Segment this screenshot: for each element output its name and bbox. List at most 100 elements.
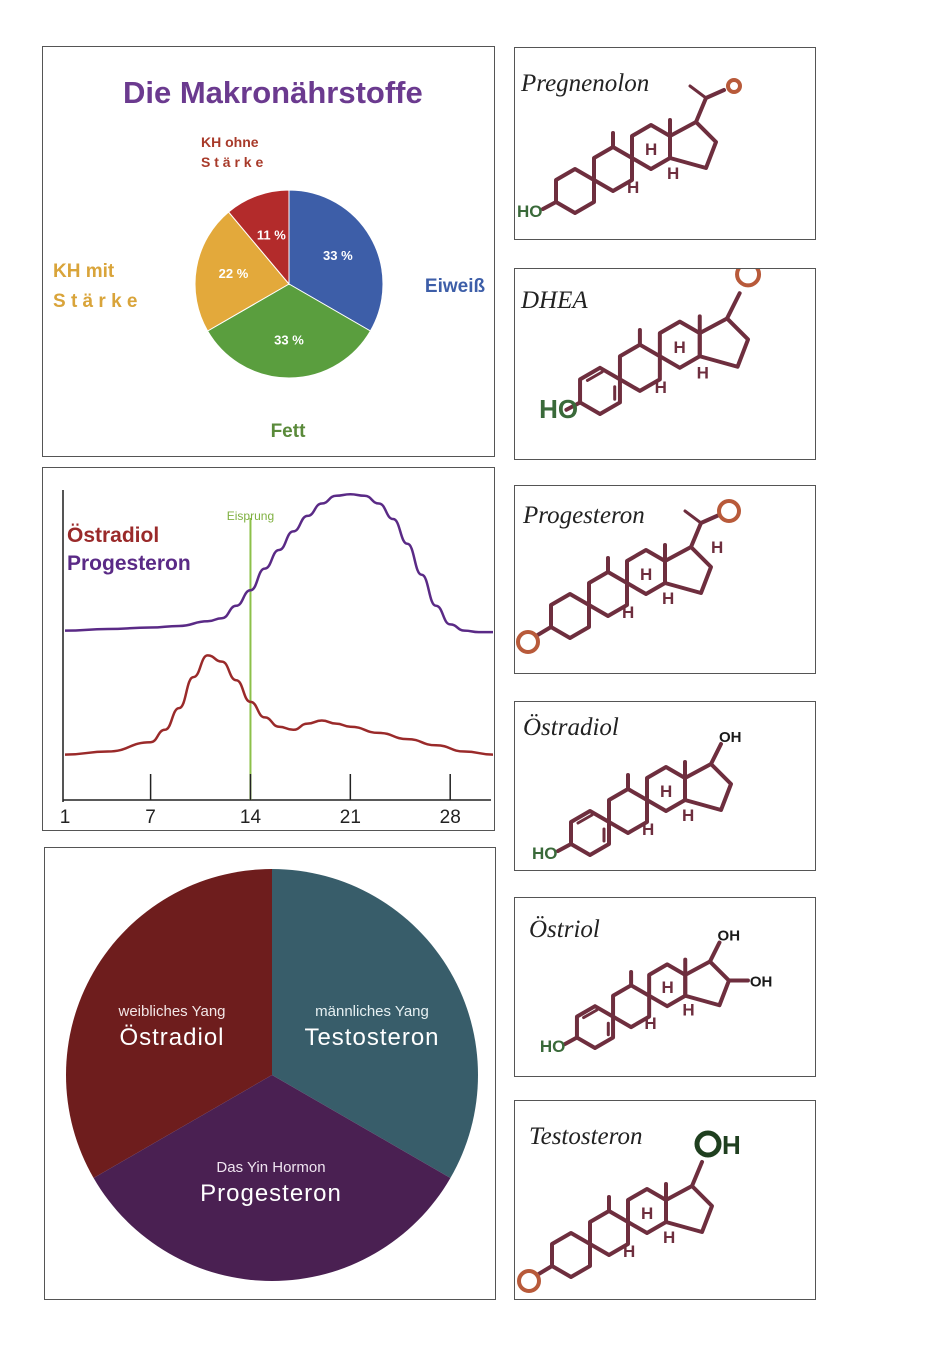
cycle-series — [64, 492, 494, 756]
bond — [556, 842, 573, 853]
hydrogen-label: H — [663, 1228, 675, 1247]
slice-value-label: 22 % — [219, 266, 249, 281]
hydrogen-label: H — [644, 1014, 656, 1033]
pie-slice — [206, 283, 372, 379]
macronutrient-chart-panel: Die Makronährstoffe 33 % 33 % 22 % 11 % Eiw… — [42, 46, 495, 457]
slice-value-label: 33 % — [323, 248, 353, 263]
hydrogen-label: H — [662, 978, 674, 997]
hydroxyl-label: OH — [719, 729, 742, 746]
hydrogen-label: H — [667, 164, 679, 183]
oxygen-atom — [735, 269, 762, 288]
ring-bond — [697, 316, 751, 369]
molecule-name: Östradiol — [523, 714, 619, 741]
series-line — [64, 492, 493, 634]
sector-progesterone-title: Progesteron — [200, 1180, 342, 1207]
x-tick-label: 1 — [60, 807, 71, 828]
legend-estradiol: Östradiol — [67, 524, 159, 547]
pie-slice — [288, 189, 384, 332]
bond — [534, 625, 553, 638]
sector-testosterone-subtitle: männliches Yang — [315, 1003, 429, 1020]
macronutrient-chart: Die Makronährstoffe 33 % 33 % 22 % 11 % Eiw… — [53, 75, 485, 442]
oxygen-atom — [694, 1130, 722, 1158]
hydrogen-label: H — [682, 806, 694, 825]
bond — [709, 742, 723, 766]
hormone-wheel: weibliches Yang Östradiol männliches Yan… — [66, 869, 478, 1281]
slice-name-label: Eiweiß — [425, 276, 486, 297]
hydrogen-label: H — [645, 140, 657, 159]
series-line — [64, 654, 494, 756]
oxygen-atom — [717, 499, 741, 523]
hormone-cycle-chart-panel: Östradiol Progesteron Eisprung 1 7 14 21 28 — [42, 467, 495, 831]
x-tick-label: 21 — [340, 807, 361, 828]
bond — [689, 521, 703, 549]
bond — [699, 513, 721, 525]
bond — [562, 1035, 579, 1047]
hydroxyl-label: HO — [517, 202, 543, 221]
hydrogen-label: H — [674, 338, 686, 357]
legend-progesterone: Progesteron — [67, 552, 191, 575]
wheel-sector — [272, 869, 478, 1178]
molecule-name: Testosteron — [529, 1123, 643, 1150]
hydrogen-label: H — [662, 589, 674, 608]
ring-bond — [668, 120, 718, 170]
macro-slice-labels: Eiweiß Fett KH mit S t ä r k e KH ohne S t ä … — [53, 134, 485, 442]
molecule-name: Progesteron — [523, 502, 645, 529]
hydrogen-label: H — [627, 178, 639, 197]
sector-testosterone-title: Testosteron — [304, 1024, 439, 1051]
slice-name-label: S t ä r k e — [53, 291, 138, 312]
ring-bond — [664, 1184, 714, 1234]
pie-slice — [227, 189, 290, 286]
sector-progesterone-subtitle: Das Yin Hormon — [216, 1159, 325, 1176]
hydrogen-label: H — [640, 565, 652, 584]
ring-bond — [549, 592, 591, 640]
molecule-name: DHEA — [521, 287, 588, 314]
hydrogen-label: H — [660, 782, 672, 801]
hormone-wheel-panel: weibliches Yang Östradiol männliches Yan… — [44, 847, 496, 1300]
hydrogen-label: H — [697, 363, 709, 382]
hydrogen-label: H — [642, 820, 654, 839]
ovulation-label: Eisprung — [227, 509, 274, 523]
macro-chart-title: Die Makronährstoffe — [123, 75, 423, 110]
x-tick-label: 14 — [240, 807, 262, 828]
bond — [683, 509, 703, 525]
bond — [690, 1160, 704, 1188]
ring-bond — [683, 959, 731, 1008]
hydrogen-label: H — [655, 378, 667, 397]
bond — [585, 370, 604, 382]
hydroxyl-label: OH — [750, 973, 773, 990]
slice-name-label: Fett — [271, 421, 307, 442]
bond — [564, 400, 583, 412]
ring-bond — [554, 167, 596, 215]
sector-estradiol-title: Östradiol — [119, 1024, 224, 1051]
ring-bond — [550, 1231, 592, 1279]
molecule-name: Östriol — [529, 916, 600, 943]
molecule-estradiol: H H H HO OH Östradiol — [514, 701, 816, 871]
hydrogen-label: H — [682, 1001, 694, 1020]
hydroxyl-label: HO — [540, 1037, 566, 1056]
x-tick-label: 28 — [440, 807, 461, 828]
bond — [576, 813, 594, 825]
pie-slice — [194, 211, 290, 332]
x-ticks: 1 7 14 21 28 — [60, 774, 461, 828]
hydrogen-label: H — [711, 538, 723, 557]
molecule-pregnenolone: H H H HO Pregnenolon — [514, 47, 816, 240]
wheel-sector — [93, 1075, 451, 1281]
bond — [535, 1264, 554, 1277]
oxygen-atom — [726, 78, 742, 94]
bond — [582, 1008, 599, 1020]
bond — [694, 96, 708, 124]
oxygen-atom — [517, 1269, 541, 1293]
hydroxyl-label: OH — [718, 928, 741, 945]
ring-bond — [683, 762, 733, 812]
hydroxyl-label: H — [722, 1130, 741, 1160]
hydrogen-label: H — [641, 1204, 653, 1223]
hydrogen-label: H — [622, 603, 634, 622]
